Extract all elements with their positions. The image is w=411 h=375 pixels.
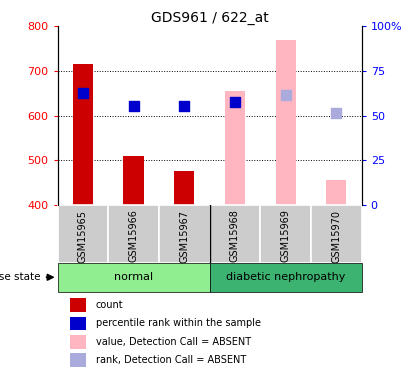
Point: [130, 103, 137, 109]
Bar: [70, 353, 86, 367]
Bar: [70, 316, 86, 330]
Text: count: count: [95, 300, 123, 310]
Point: [80, 90, 86, 96]
Text: disease state: disease state: [0, 272, 53, 282]
Bar: [70, 335, 86, 348]
Bar: [260, 205, 311, 263]
Text: GSM15968: GSM15968: [230, 210, 240, 262]
Text: percentile rank within the sample: percentile rank within the sample: [95, 318, 261, 328]
Bar: [311, 205, 362, 263]
Bar: [275, 40, 296, 205]
Bar: [73, 64, 93, 205]
Bar: [58, 263, 210, 292]
Text: GSM15965: GSM15965: [78, 210, 88, 262]
Bar: [70, 298, 86, 312]
Bar: [210, 205, 260, 263]
Text: GSM15966: GSM15966: [129, 210, 139, 262]
Point: [232, 99, 238, 105]
Text: GSM15969: GSM15969: [281, 210, 291, 262]
Bar: [58, 205, 108, 263]
Text: normal: normal: [114, 272, 153, 282]
Text: GSM15967: GSM15967: [179, 210, 189, 262]
Bar: [159, 205, 210, 263]
Bar: [326, 180, 346, 205]
Bar: [174, 171, 194, 205]
Bar: [108, 205, 159, 263]
Bar: [123, 156, 144, 205]
Bar: [225, 91, 245, 205]
Point: [333, 110, 339, 116]
Title: GDS961 / 622_at: GDS961 / 622_at: [151, 11, 268, 25]
Point: [181, 103, 187, 109]
Text: value, Detection Call = ABSENT: value, Detection Call = ABSENT: [95, 337, 251, 346]
Bar: [210, 263, 362, 292]
Point: [282, 93, 289, 99]
Text: GSM15970: GSM15970: [331, 210, 341, 262]
Text: diabetic nephropathy: diabetic nephropathy: [226, 272, 345, 282]
Text: rank, Detection Call = ABSENT: rank, Detection Call = ABSENT: [95, 355, 246, 365]
